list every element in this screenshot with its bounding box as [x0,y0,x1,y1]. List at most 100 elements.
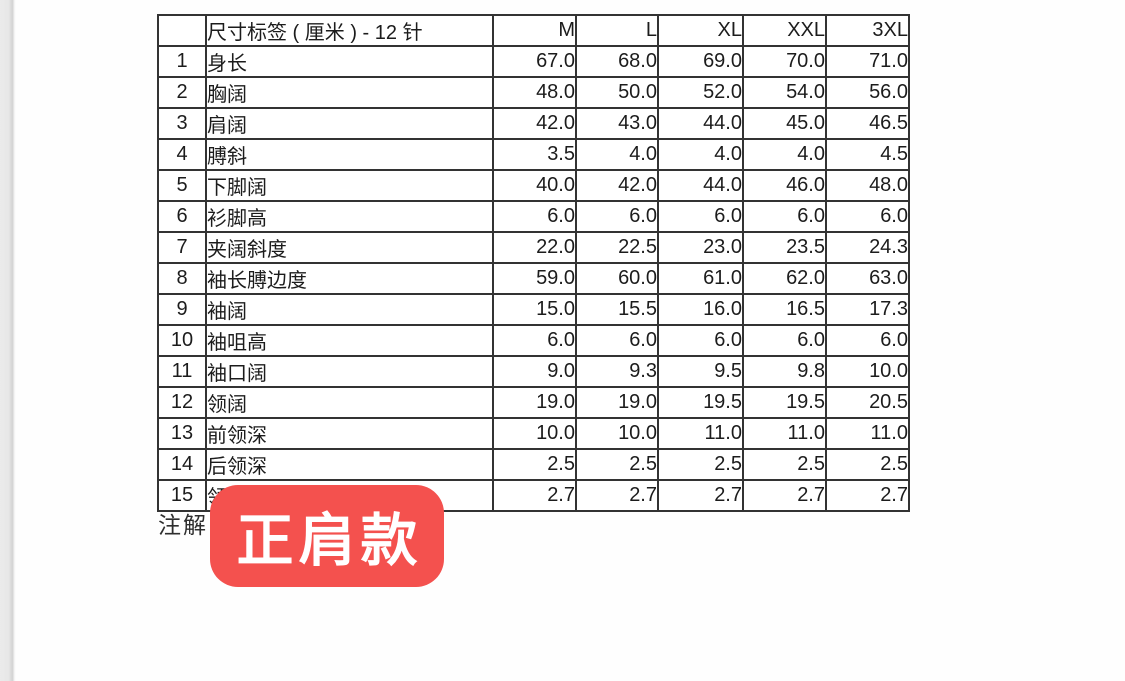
row-value-cell: 10.0 [575,417,659,450]
row-measurement-label: 胸阔 [205,76,494,109]
row-value-cell: 48.0 [492,76,577,109]
table-row: 13 前领深 10.0 10.0 11.0 11.0 11.0 [157,417,910,450]
row-value-cell: 6.0 [575,324,659,357]
row-value-cell: 23.5 [742,231,827,264]
row-value-cell: 46.5 [825,107,910,140]
row-value-cell: 4.0 [657,138,744,171]
row-value-cell: 50.0 [575,76,659,109]
size-column-header-m: M [492,14,577,47]
table-header-row: 尺寸标签 ( 厘米 ) - 12 针 M L XL XXL 3XL [157,14,910,47]
table-row: 2 胸阔 48.0 50.0 52.0 54.0 56.0 [157,76,910,109]
style-badge: 正肩款 [210,485,444,587]
row-value-cell: 42.0 [492,107,577,140]
row-value-cell: 4.0 [742,138,827,171]
row-value-cell: 52.0 [657,76,744,109]
table-row: 3 肩阔 42.0 43.0 44.0 45.0 46.5 [157,107,910,140]
row-value-cell: 6.0 [657,324,744,357]
row-value-cell: 46.0 [742,169,827,202]
row-value-cell: 9.5 [657,355,744,388]
row-value-cell: 16.0 [657,293,744,326]
row-value-cell: 20.5 [825,386,910,419]
row-measurement-label: 袖口阔 [205,355,494,388]
row-value-cell: 48.0 [825,169,910,202]
table-row: 10 袖咀高 6.0 6.0 6.0 6.0 6.0 [157,324,910,357]
row-value-cell: 3.5 [492,138,577,171]
row-value-cell: 9.8 [742,355,827,388]
row-value-cell: 15.5 [575,293,659,326]
row-value-cell: 11.0 [825,417,910,450]
row-value-cell: 40.0 [492,169,577,202]
row-value-cell: 15.0 [492,293,577,326]
row-value-cell: 19.0 [492,386,577,419]
row-value-cell: 2.7 [575,479,659,512]
row-number: 1 [157,45,207,78]
row-value-cell: 44.0 [657,107,744,140]
table-row: 8 袖长膊边度 59.0 60.0 61.0 62.0 63.0 [157,262,910,295]
row-measurement-label: 膊斜 [205,138,494,171]
table-row: 1 身长 67.0 68.0 69.0 70.0 71.0 [157,45,910,78]
row-value-cell: 19.5 [657,386,744,419]
row-value-cell: 60.0 [575,262,659,295]
table-row: 4 膊斜 3.5 4.0 4.0 4.0 4.5 [157,138,910,171]
table-row: 6 衫脚高 6.0 6.0 6.0 6.0 6.0 [157,200,910,233]
row-value-cell: 11.0 [742,417,827,450]
row-number: 14 [157,448,207,481]
row-value-cell: 63.0 [825,262,910,295]
row-measurement-label: 前领深 [205,417,494,450]
row-value-cell: 71.0 [825,45,910,78]
row-value-cell: 6.0 [575,200,659,233]
row-value-cell: 9.3 [575,355,659,388]
row-value-cell: 2.7 [742,479,827,512]
row-value-cell: 2.5 [742,448,827,481]
row-value-cell: 61.0 [657,262,744,295]
row-value-cell: 70.0 [742,45,827,78]
row-value-cell: 56.0 [825,76,910,109]
table-row: 11 袖口阔 9.0 9.3 9.5 9.8 10.0 [157,355,910,388]
row-value-cell: 6.0 [825,324,910,357]
size-column-header-3xl: 3XL [825,14,910,47]
row-value-cell: 6.0 [825,200,910,233]
row-value-cell: 2.5 [825,448,910,481]
row-value-cell: 43.0 [575,107,659,140]
table-title: 尺寸标签 ( 厘米 ) - 12 针 [205,14,494,47]
row-measurement-label: 领阔 [205,386,494,419]
row-value-cell: 22.0 [492,231,577,264]
row-number: 3 [157,107,207,140]
row-value-cell: 22.5 [575,231,659,264]
style-badge-label: 正肩款 [236,509,423,573]
table-row: 5 下脚阔 40.0 42.0 44.0 46.0 48.0 [157,169,910,202]
row-measurement-label: 下脚阔 [205,169,494,202]
row-measurement-label: 夹阔斜度 [205,231,494,264]
row-value-cell: 44.0 [657,169,744,202]
row-value-cell: 23.0 [657,231,744,264]
row-value-cell: 2.7 [825,479,910,512]
row-number: 8 [157,262,207,295]
row-value-cell: 67.0 [492,45,577,78]
row-value-cell: 4.5 [825,138,910,171]
size-column-header-xl: XL [657,14,744,47]
row-number: 15 [157,479,207,512]
row-number: 7 [157,231,207,264]
row-number: 12 [157,386,207,419]
row-measurement-label: 袖长膊边度 [205,262,494,295]
size-column-header-xxl: XXL [742,14,827,47]
row-value-cell: 19.5 [742,386,827,419]
note-label: 注解 [158,512,208,538]
row-value-cell: 6.0 [742,324,827,357]
size-spec-table: 尺寸标签 ( 厘米 ) - 12 针 M L XL XXL 3XL 1 身长 67.… [157,14,910,512]
size-table-body: 1 身长 67.0 68.0 69.0 70.0 71.0 2 胸阔 48.0 50.0 52.0 54… [157,45,910,512]
row-number: 13 [157,417,207,450]
row-measurement-label: 袖咀高 [205,324,494,357]
row-value-cell: 16.5 [742,293,827,326]
row-value-cell: 62.0 [742,262,827,295]
row-value-cell: 11.0 [657,417,744,450]
row-value-cell: 59.0 [492,262,577,295]
row-value-cell: 6.0 [492,200,577,233]
row-value-cell: 6.0 [742,200,827,233]
row-value-cell: 45.0 [742,107,827,140]
row-measurement-label: 袖阔 [205,293,494,326]
row-measurement-label: 身长 [205,45,494,78]
size-column-header-l: L [575,14,659,47]
row-number: 10 [157,324,207,357]
